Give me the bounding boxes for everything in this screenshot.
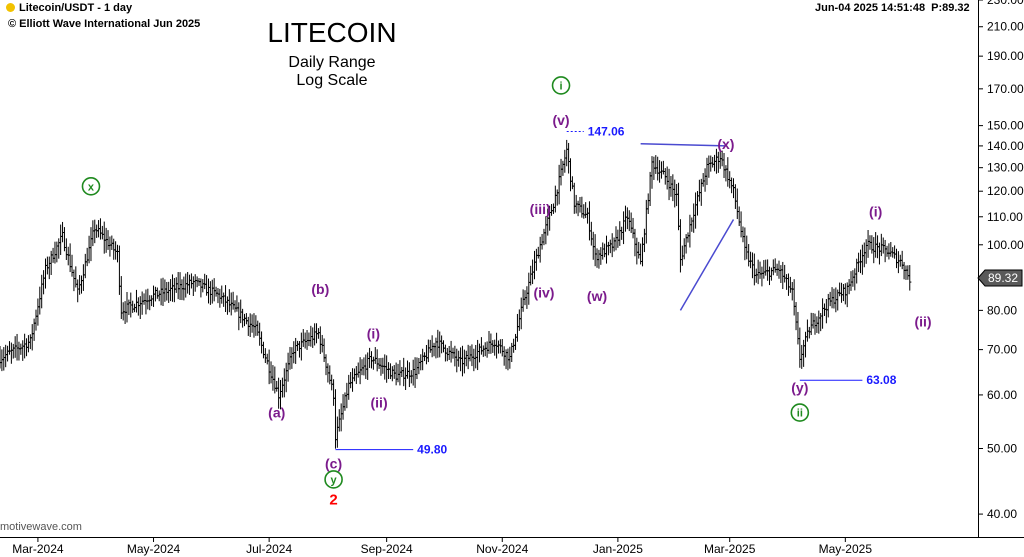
- wave-label: (y): [791, 380, 808, 396]
- chart-subtitle: Log Scale: [296, 72, 367, 89]
- price-level-label: 49.80: [417, 443, 447, 457]
- x-tick-label: Nov-2024: [476, 542, 528, 556]
- y-tick-label: 140.00: [987, 139, 1024, 153]
- trend-line: [640, 143, 726, 147]
- wave-circle-icon: [324, 470, 343, 489]
- y-tick-label: 150.00: [987, 119, 1024, 133]
- y-tick-label: 110.00: [987, 210, 1023, 224]
- y-tick-label: 60.00: [987, 388, 1017, 402]
- symbol-line: Litecoin/USDT - 1 day: [6, 2, 132, 14]
- x-tick-label: Jul-2024: [246, 542, 292, 556]
- x-tick-label: Jan-2025: [593, 542, 643, 556]
- x-tick-label: Sep-2024: [361, 542, 413, 556]
- y-tick-label: 120.00: [987, 184, 1024, 198]
- x-tick-label: May-2024: [127, 542, 181, 556]
- x-tick-label: Mar-2025: [704, 542, 756, 556]
- price-readout: P:89.32: [931, 2, 970, 14]
- y-tick-label: 100.00: [987, 238, 1024, 252]
- wave-label: (iii): [530, 201, 551, 217]
- y-tick-label: 80.00: [987, 303, 1017, 317]
- copyright-text: © Elliott Wave International Jun 2025: [8, 18, 201, 30]
- x-tick-label: Mar-2024: [12, 542, 64, 556]
- wave-circle-label: ii: [797, 408, 803, 420]
- y-tick-label: 210.00: [987, 20, 1024, 34]
- symbol-dot-icon: [6, 3, 15, 12]
- wave-label: 2: [329, 492, 337, 509]
- wave-circle-label: x: [88, 181, 95, 193]
- wave-label: (i): [869, 203, 882, 219]
- price-level-label: 63.08: [866, 373, 896, 387]
- trend-line: [679, 219, 735, 311]
- wave-label: (ii): [371, 394, 388, 410]
- wave-circle-label: i: [559, 80, 562, 92]
- wave-label: (x): [717, 136, 734, 152]
- wave-circle-icon: [551, 76, 571, 95]
- wave-label: (b): [311, 281, 329, 297]
- chart-title: LITECOIN: [267, 17, 396, 48]
- wave-circle-icon: [81, 177, 101, 196]
- y-tick-label: 70.00: [987, 343, 1017, 357]
- price-level-label: 147.06: [588, 124, 625, 138]
- wave-label: (w): [587, 288, 607, 304]
- last-price-tag: [977, 269, 1023, 287]
- wave-label: (i): [367, 325, 380, 341]
- wave-label: (ii): [914, 314, 931, 330]
- y-tick-label: 40.00: [987, 507, 1017, 521]
- wave-label: (c): [325, 456, 342, 472]
- y-tick-label: 170.00: [987, 82, 1024, 96]
- y-tick-label: 50.00: [987, 442, 1017, 456]
- datetime-text: Jun-04 2025 14:51:48: [815, 2, 926, 14]
- watermark: motivewave.com: [0, 521, 82, 533]
- wave-label: (a): [268, 405, 285, 421]
- y-tick-label: 190.00: [987, 49, 1024, 63]
- wave-circle-label: y: [331, 474, 338, 486]
- last-price-label: 89.32: [988, 271, 1018, 285]
- chart-subtitle: Daily Range: [288, 54, 375, 71]
- y-tick-label: 130.00: [987, 161, 1024, 175]
- datetime-readout: Jun-04 2025 14:51:48 P:89.32: [815, 2, 970, 14]
- wave-label: (iv): [533, 285, 554, 301]
- wave-label: (v): [552, 112, 569, 128]
- wave-circle-icon: [790, 403, 810, 422]
- y-tick-label: 230.00: [987, 0, 1024, 7]
- symbol-label: Litecoin/USDT - 1 day: [19, 2, 133, 14]
- x-tick-label: May-2025: [819, 542, 873, 556]
